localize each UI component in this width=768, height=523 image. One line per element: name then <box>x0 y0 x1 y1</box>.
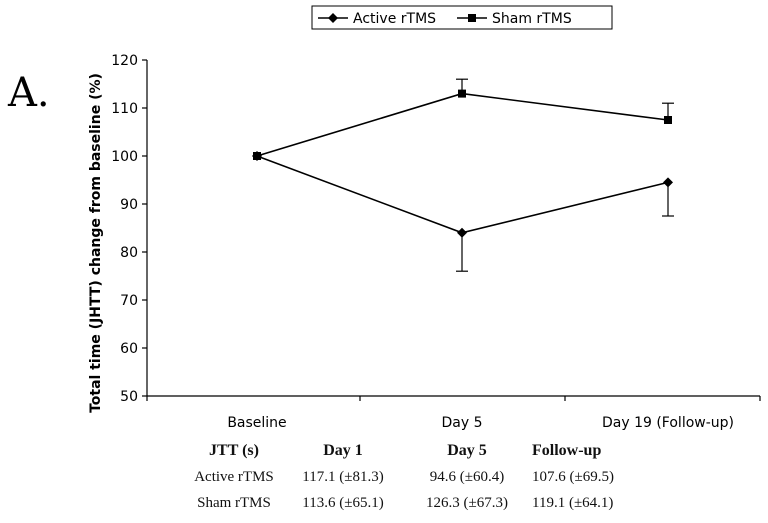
x-tick-label: Day 5 <box>441 415 482 431</box>
x-tick-label: Day 19 (Follow-up) <box>602 415 734 431</box>
data-point-active <box>457 227 467 238</box>
data-point-sham <box>458 89 466 98</box>
table-header-cell: Day 5 <box>447 442 487 459</box>
y-tick-label: 90 <box>120 197 138 213</box>
legend-item-active: Active rTMS <box>318 11 436 27</box>
legend-label: Sham rTMS <box>492 11 572 27</box>
series-active <box>252 151 674 272</box>
series-sham <box>253 78 674 160</box>
table-row-label: Active rTMS <box>194 469 274 485</box>
legend-item-sham: Sham rTMS <box>457 11 572 27</box>
y-tick-label: 110 <box>111 101 138 117</box>
data-point-sham <box>253 152 261 160</box>
table-cell: 119.1 (±64.1) <box>532 495 614 511</box>
legend-swatch-marker <box>468 14 476 22</box>
series-line-sham <box>256 92 669 157</box>
table-cell: 113.6 (±65.1) <box>302 495 384 511</box>
table-cell: 117.1 (±81.3) <box>302 469 384 485</box>
y-tick-label: 80 <box>120 245 138 261</box>
y-tick-label: 120 <box>111 53 138 69</box>
table-cell: 107.6 (±69.5) <box>532 469 614 485</box>
table-header-cell: Follow-up <box>532 442 602 459</box>
data-point-active <box>663 177 673 188</box>
table-row: Sham rTMS 113.6 (±65.1) 126.3 (±67.3) 11… <box>186 490 656 516</box>
y-tick-label: 50 <box>120 389 138 405</box>
legend: Active rTMS Sham rTMS <box>311 5 613 30</box>
y-tick-label: 70 <box>120 293 138 309</box>
table-row-label: Sham rTMS <box>197 495 271 511</box>
table-cell: 126.3 (±67.3) <box>426 495 508 511</box>
legend-label: Active rTMS <box>353 11 436 27</box>
y-tick-label: 100 <box>111 149 138 165</box>
table-header-row: JTT (s) Day 1 Day 5 Follow-up <box>186 438 656 464</box>
y-tick-label: 60 <box>120 341 138 357</box>
line-chart: 50 60 70 80 90 100 110 120 Baseline Day 5 Day 19 (… <box>88 5 761 431</box>
table-header-cell: JTT (s) <box>209 442 259 459</box>
table-cell: 94.6 (±60.4) <box>429 469 505 485</box>
y-axis-title: Total time (JHTT) change from baseline (… <box>88 73 104 413</box>
table-row: Active rTMS 117.1 (±81.3) 94.6 (±60.4) 1… <box>186 464 656 490</box>
panel-label: A. <box>8 70 50 116</box>
x-tick-label: Baseline <box>227 415 286 431</box>
data-point-sham <box>664 116 672 124</box>
series-line-active <box>256 155 669 234</box>
legend-swatch-marker <box>328 13 338 23</box>
summary-table: JTT (s) Day 1 Day 5 Follow-up Active rTM… <box>186 438 656 516</box>
table-header-cell: Day 1 <box>323 442 363 459</box>
